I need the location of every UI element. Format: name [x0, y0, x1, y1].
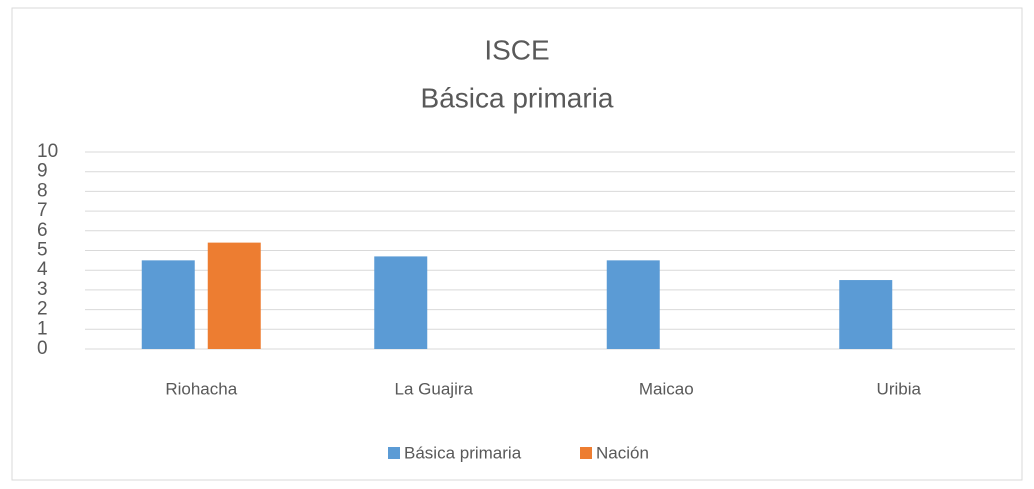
y-tick-label: 7: [37, 200, 48, 221]
bar: [839, 280, 893, 349]
chart-border: [11, 7, 1023, 481]
y-tick-label: 2: [37, 299, 48, 320]
legend-swatch: [580, 447, 592, 459]
x-tick-label: Maicao: [639, 379, 694, 398]
bar: [606, 260, 660, 349]
y-tick-label: 9: [37, 161, 48, 182]
bar: [374, 256, 428, 349]
bar: [141, 260, 195, 349]
x-tick-label: La Guajira: [395, 379, 474, 398]
chart-title: Básica primaria: [421, 82, 614, 113]
legend-swatch: [388, 447, 400, 459]
y-tick-label: 3: [37, 279, 48, 300]
y-tick-label: 10: [37, 141, 58, 162]
legend-label: Nación: [596, 443, 649, 462]
y-tick-label: 1: [37, 318, 48, 339]
legend-label: Básica primaria: [404, 443, 522, 462]
x-tick-label: Uribia: [877, 379, 922, 398]
y-tick-label: 6: [37, 220, 48, 241]
bar: [207, 242, 261, 349]
y-tick-label: 0: [37, 338, 48, 359]
y-tick-label: 5: [37, 240, 48, 261]
chart-title: ISCE: [484, 34, 549, 65]
y-tick-label: 8: [37, 180, 48, 201]
y-tick-label: 4: [37, 259, 48, 280]
x-tick-label: Riohacha: [165, 379, 237, 398]
